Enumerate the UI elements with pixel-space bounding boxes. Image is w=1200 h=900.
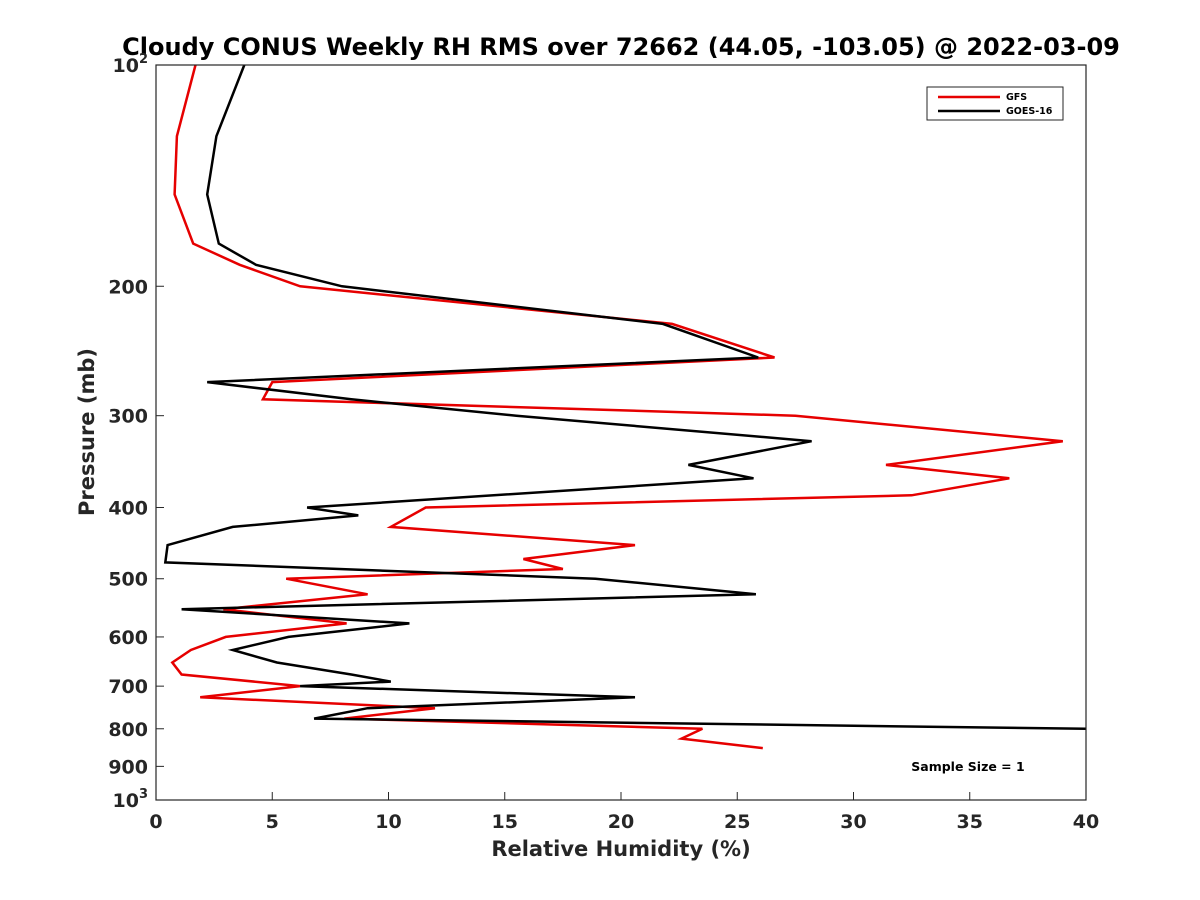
x-tick-label: 10 — [375, 811, 401, 833]
legend: GFS GOES-16 — [926, 86, 1064, 121]
y-tick-label: 800 — [108, 719, 148, 741]
legend-label-goes16: GOES-16 — [1006, 106, 1053, 117]
y-tick-label: 900 — [108, 756, 148, 778]
sample-size-annotation: Sample Size = 1 — [911, 759, 1024, 774]
x-axis-label: Relative Humidity (%) — [491, 837, 750, 861]
y-tick-label: 200 — [108, 276, 148, 298]
y-axis-label: Pressure (mb) — [75, 348, 99, 516]
legend-label-gfs: GFS — [1006, 92, 1027, 103]
x-tick-label: 15 — [492, 811, 518, 833]
x-tick-label: 35 — [957, 811, 983, 833]
x-tick-label: 25 — [724, 811, 750, 833]
y-tick-label: 700 — [108, 676, 148, 698]
x-tick-label: 5 — [266, 811, 279, 833]
x-tick-label: 20 — [608, 811, 634, 833]
legend-box — [926, 86, 1064, 121]
x-tick-label: 40 — [1073, 811, 1099, 833]
x-tick-label: 30 — [840, 811, 866, 833]
x-axis: 0 5 10 15 20 25 30 35 40 — [149, 792, 1099, 833]
x-tick-label: 0 — [149, 811, 162, 833]
y-tick-label: 300 — [108, 406, 148, 428]
chart-title: Cloudy CONUS Weekly RH RMS over 72662 (4… — [122, 33, 1120, 61]
series-layer — [163, 64, 1087, 750]
series-line-goes16 — [163, 64, 1087, 731]
y-axis: 102 200 300 400 500 600 700 800 900 103 — [108, 52, 164, 812]
y-tick-label: 103 — [113, 787, 149, 812]
y-tick-label: 600 — [108, 627, 148, 649]
y-tick-label: 500 — [108, 569, 148, 591]
y-tick-label: 102 — [113, 52, 149, 77]
y-tick-label: 400 — [108, 498, 148, 520]
